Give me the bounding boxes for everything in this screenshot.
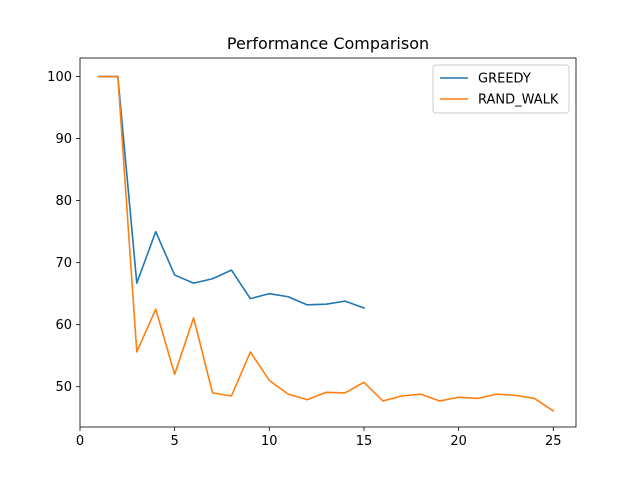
x-tick-label: 10 [261, 434, 278, 449]
legend-box [432, 64, 570, 114]
y-tick-label: 50 [55, 380, 72, 395]
legend: GREEDY RAND_WALK [432, 64, 570, 114]
legend-label: GREEDY [478, 72, 531, 87]
y-tick-label: 90 [55, 132, 72, 147]
x-axis: 0 5 10 15 20 25 [76, 427, 562, 449]
x-tick-label: 20 [450, 434, 467, 449]
y-tick-label: 100 [47, 70, 72, 85]
x-tick-label: 25 [545, 434, 562, 449]
x-tick-label: 0 [76, 434, 84, 449]
chart-title: Performance Comparison [227, 34, 429, 53]
y-tick-label: 60 [55, 318, 72, 333]
y-axis: 50 60 70 80 90 100 [47, 70, 80, 395]
series-layer [98, 75, 555, 412]
legend-label: RAND_WALK [478, 93, 559, 108]
y-tick-label: 70 [55, 256, 72, 271]
y-tick-label: 80 [55, 194, 72, 209]
plot-area [79, 57, 577, 428]
x-tick-label: 15 [356, 434, 373, 449]
plot-frame [79, 57, 577, 428]
x-tick-label: 5 [171, 434, 179, 449]
